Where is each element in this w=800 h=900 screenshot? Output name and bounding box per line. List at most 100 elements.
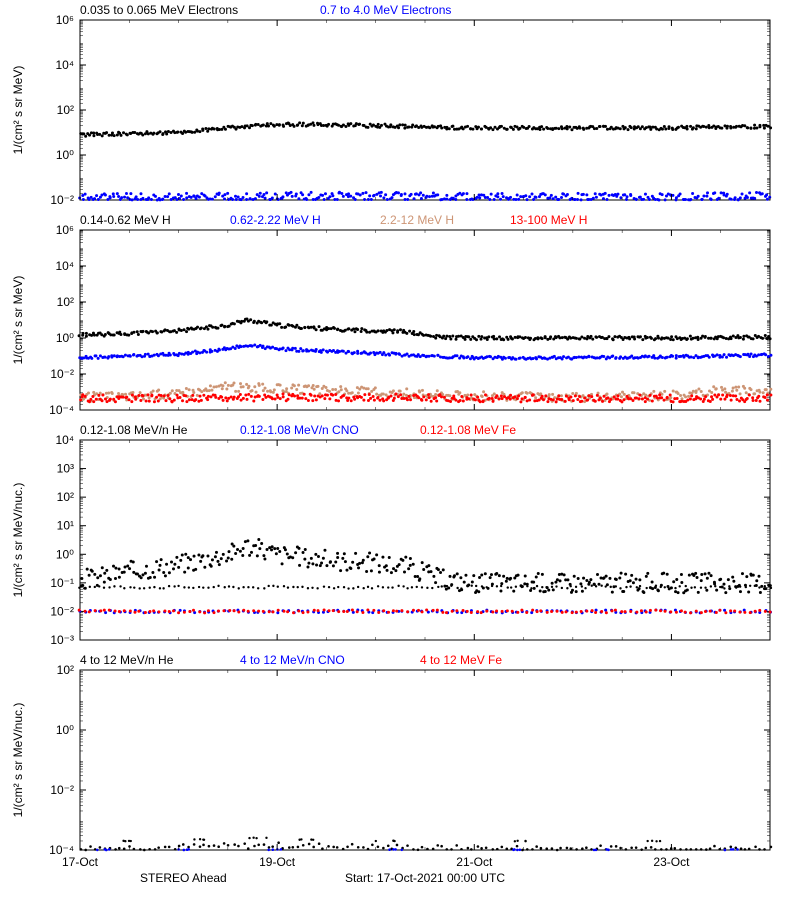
data-point — [532, 581, 535, 584]
data-point — [666, 356, 669, 359]
data-point — [226, 399, 229, 402]
data-point — [141, 197, 144, 200]
data-point — [400, 193, 403, 196]
data-point — [561, 127, 564, 130]
data-point — [252, 586, 254, 588]
data-point — [107, 355, 110, 358]
data-point — [729, 845, 732, 848]
data-point — [258, 384, 261, 387]
data-point — [404, 124, 407, 127]
data-point — [207, 395, 210, 398]
data-point — [732, 580, 735, 583]
data-point — [233, 396, 236, 399]
data-point — [218, 563, 221, 566]
data-point — [316, 385, 319, 388]
data-point — [507, 586, 509, 588]
data-point — [761, 337, 764, 340]
data-point — [551, 586, 553, 588]
data-point — [486, 196, 489, 199]
data-point — [477, 590, 480, 593]
data-point — [406, 844, 409, 847]
data-point — [684, 611, 687, 614]
data-point — [420, 399, 423, 402]
data-point — [104, 193, 107, 196]
data-point — [247, 610, 250, 613]
data-point — [166, 195, 169, 198]
y-tick-label: 10⁻¹ — [50, 576, 74, 590]
data-point — [353, 351, 356, 354]
data-point — [538, 128, 541, 131]
data-point — [499, 589, 502, 592]
data-point — [105, 131, 108, 134]
data-point — [705, 195, 708, 198]
data-point — [103, 581, 106, 584]
data-point — [371, 843, 374, 846]
data-point — [489, 355, 492, 358]
data-point — [604, 585, 606, 587]
data-point — [318, 325, 321, 328]
data-point — [88, 574, 91, 577]
data-point — [512, 590, 515, 593]
data-point — [116, 192, 119, 195]
data-point — [462, 192, 465, 195]
data-point — [385, 564, 388, 567]
data-point — [261, 383, 264, 386]
data-point — [297, 384, 300, 387]
data-point — [313, 609, 316, 612]
data-point — [302, 122, 305, 125]
data-point — [298, 547, 301, 550]
data-point — [377, 611, 380, 614]
data-point — [451, 334, 454, 337]
data-point — [556, 578, 559, 581]
data-point — [562, 355, 565, 358]
data-point — [541, 395, 544, 398]
data-point — [201, 554, 204, 557]
data-point — [425, 195, 428, 198]
data-point — [259, 192, 262, 195]
data-point — [118, 576, 121, 579]
data-point — [417, 396, 420, 399]
data-point — [351, 843, 354, 846]
data-point — [418, 577, 421, 580]
data-point — [255, 391, 258, 394]
data-point — [661, 128, 664, 131]
data-point — [650, 846, 653, 849]
data-point — [377, 845, 380, 848]
data-point — [271, 848, 274, 851]
data-point — [223, 325, 226, 328]
data-point — [361, 611, 364, 614]
data-point — [206, 398, 209, 401]
data-point — [109, 578, 112, 581]
data-point — [123, 609, 126, 612]
data-point — [127, 398, 130, 401]
data-point — [220, 557, 223, 560]
data-point — [649, 128, 652, 131]
data-point — [763, 848, 766, 851]
data-point — [551, 847, 554, 850]
y-axis-label: 1/(cm² s sr MeV/nuc.) — [11, 703, 25, 818]
data-point — [753, 124, 756, 127]
data-point — [654, 609, 657, 612]
data-point — [92, 134, 95, 137]
data-point — [153, 400, 156, 403]
data-point — [382, 847, 385, 850]
data-point — [144, 611, 147, 614]
data-point — [464, 338, 467, 341]
data-point — [564, 400, 567, 403]
data-point — [580, 610, 583, 613]
data-point — [524, 840, 526, 842]
data-point — [104, 333, 107, 336]
data-point — [654, 337, 657, 340]
data-point — [323, 585, 325, 587]
data-point — [362, 587, 364, 589]
data-point — [640, 848, 643, 851]
data-point — [271, 346, 274, 349]
data-point — [301, 124, 304, 127]
data-point — [104, 848, 107, 851]
data-point — [493, 198, 496, 201]
data-point — [421, 610, 424, 613]
x-tick-label: 19-Oct — [259, 855, 296, 869]
data-point — [723, 387, 726, 390]
data-point — [136, 198, 139, 201]
data-point — [213, 844, 216, 847]
